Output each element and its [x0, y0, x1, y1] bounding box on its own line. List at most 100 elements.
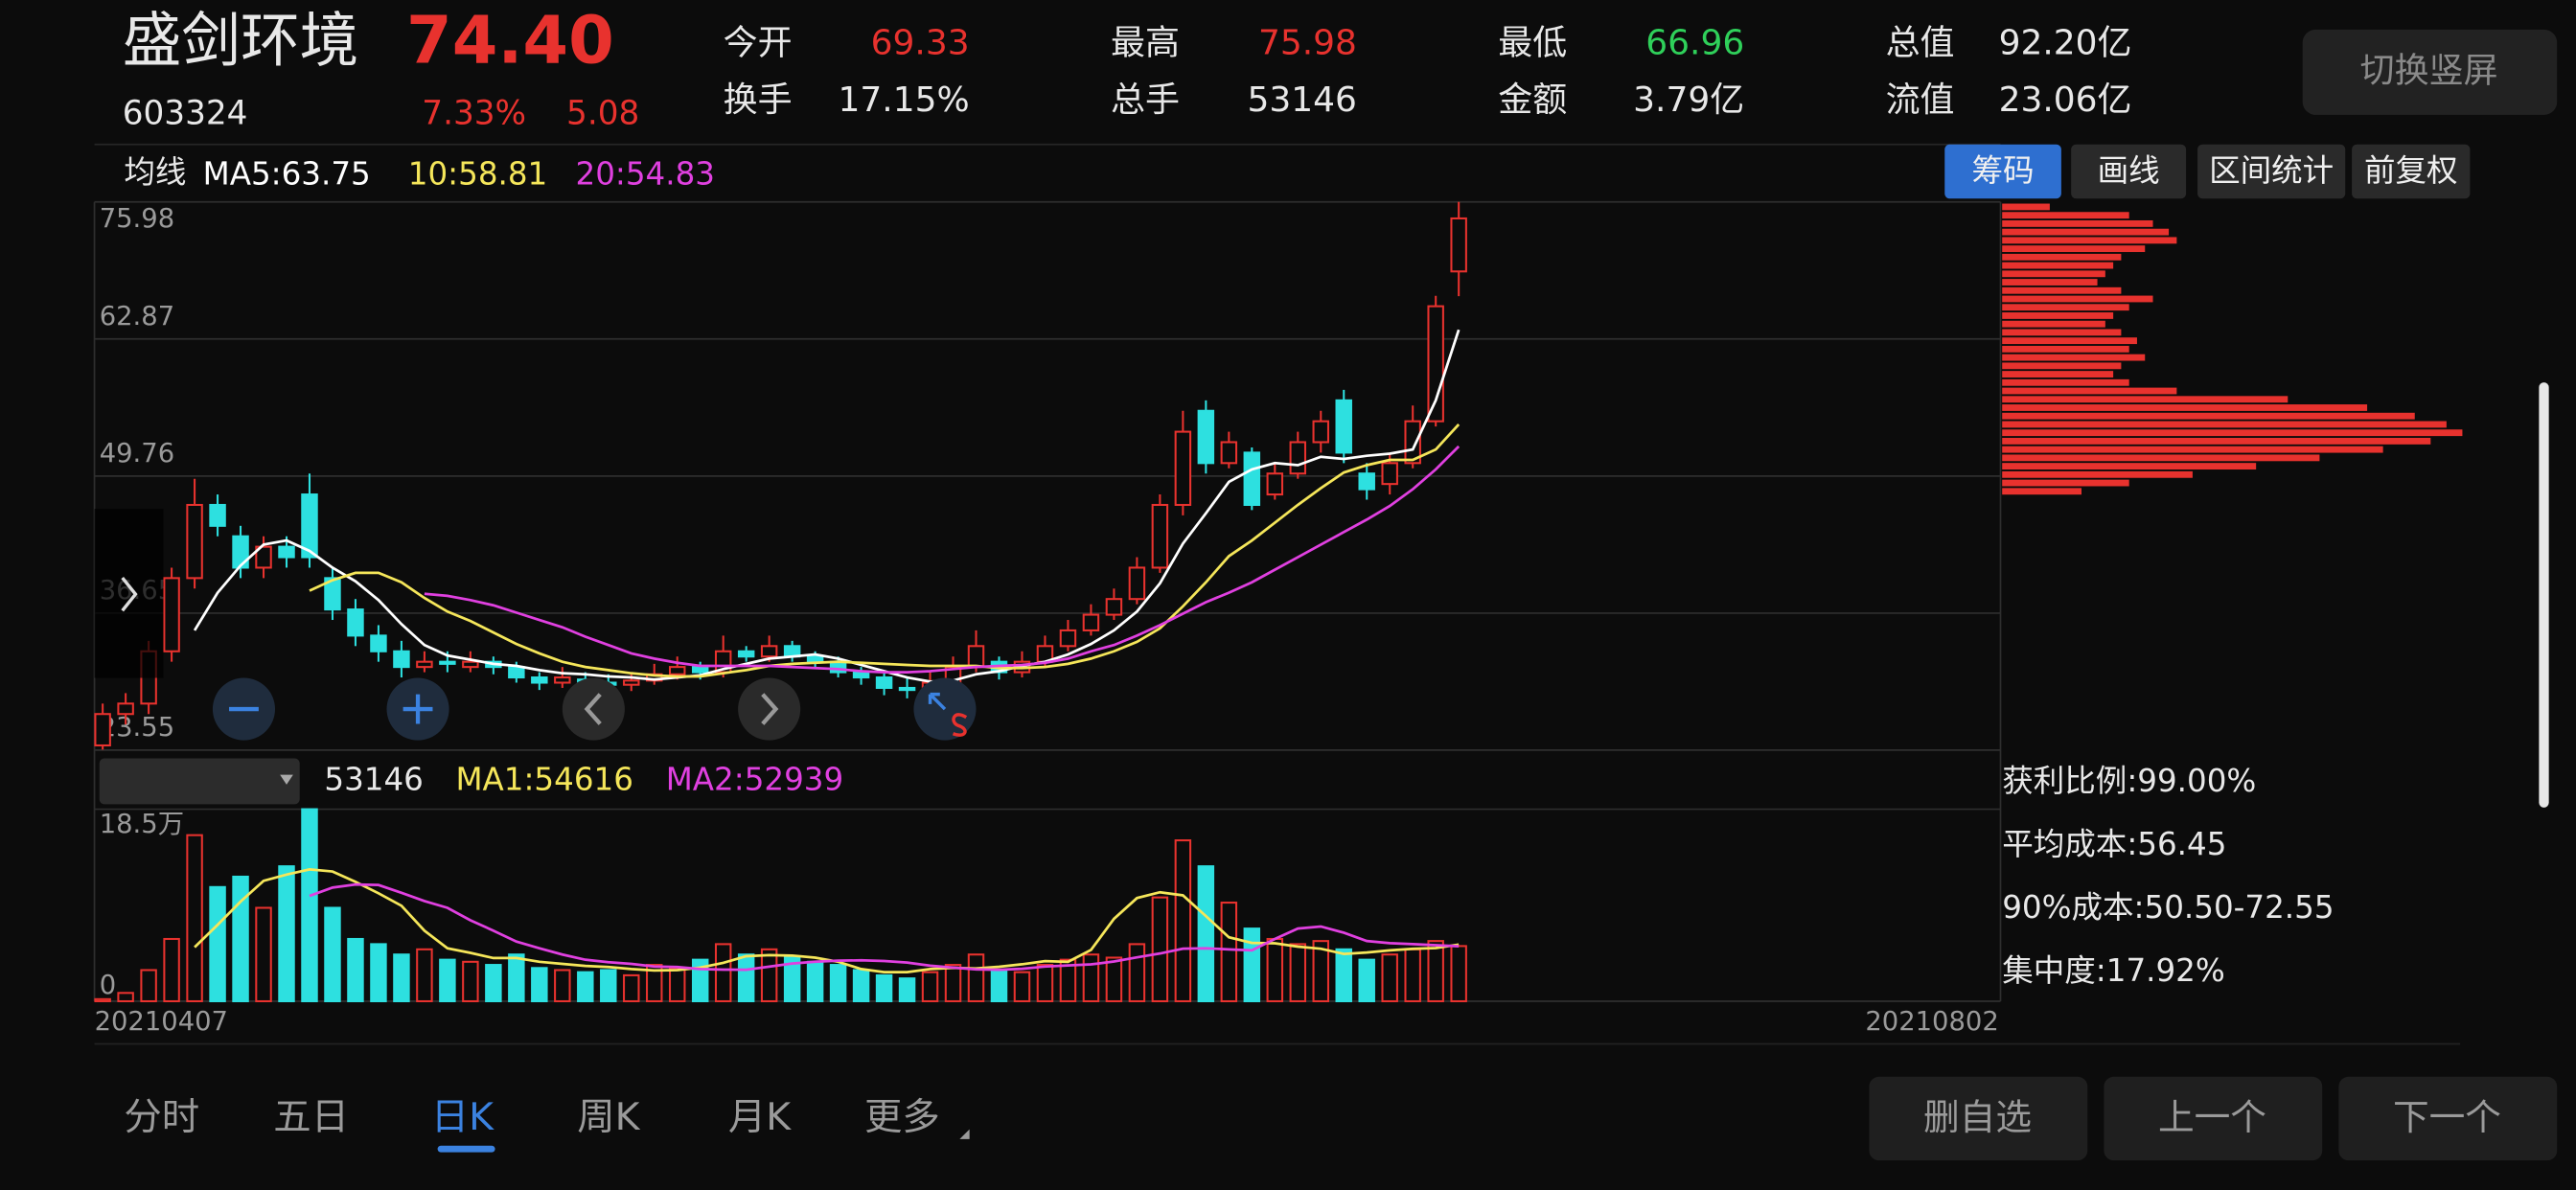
next-button[interactable]	[738, 677, 801, 741]
more-caret	[959, 1129, 970, 1139]
chip-bar	[2002, 212, 2129, 219]
candle-body	[668, 666, 686, 675]
chip-bar	[2002, 320, 2105, 328]
volume-bar	[714, 943, 732, 1003]
candle-body	[324, 577, 341, 611]
candle-body	[301, 493, 318, 559]
volume-bar	[1151, 896, 1169, 1003]
ma-value: 20:54.83	[576, 155, 716, 192]
stat-value: 92.20亿	[1999, 23, 2132, 62]
date-label: 20210407	[95, 1007, 228, 1037]
candle-body	[1427, 305, 1444, 423]
period-tab[interactable]: 五日	[273, 1095, 349, 1139]
stat-label: 总值	[1886, 23, 1955, 62]
stat-label: 最低	[1498, 23, 1567, 62]
volume-current: 53146	[324, 761, 424, 797]
chip-bar	[2002, 488, 2082, 495]
candle-body	[967, 645, 985, 669]
volume-bar	[1128, 943, 1146, 1003]
volume-dropdown[interactable]	[99, 758, 300, 805]
toolbar-button-label: 前复权	[2364, 152, 2458, 189]
chart-controls	[94, 509, 977, 741]
candle-body	[852, 671, 870, 679]
candle-body	[1404, 420, 1421, 465]
volume-bar	[1174, 839, 1192, 1003]
chip-bar	[2002, 262, 2114, 269]
chip-bar	[2002, 454, 2320, 462]
volume-bar	[1266, 937, 1284, 1003]
stock-price: 74.40	[406, 2, 614, 79]
plots: 75.9862.8749.7636.6523.55202104072021080…	[93, 200, 2463, 1037]
candle-body	[1289, 441, 1307, 475]
active-tab-underline	[437, 1145, 495, 1153]
volume-bar	[554, 969, 571, 1003]
stat-label: 今开	[724, 23, 793, 62]
chip-bar	[2002, 437, 2431, 445]
chip-bar	[2002, 378, 2129, 386]
footer: 分时 五日 日K 周K 月K 更多 删自选 上一个 下一个	[124, 1076, 2558, 1161]
stat-label: 流值	[1886, 80, 1955, 120]
candle-body	[737, 650, 755, 658]
volume-bar	[1404, 948, 1421, 1003]
period-tab[interactable]: 周K	[577, 1095, 640, 1139]
expand-handle[interactable]	[94, 509, 164, 678]
stat-value: 3.79亿	[1633, 80, 1744, 120]
footer-button[interactable]	[1869, 1076, 2088, 1161]
plus-icon	[402, 694, 433, 724]
scrollbar	[2539, 382, 2549, 808]
volume-bar	[1358, 958, 1375, 1003]
volume-bar	[485, 964, 502, 1003]
period-tab[interactable]: 分时	[124, 1095, 199, 1139]
stats: 今开 69.33 换手 17.15% 最高 75.98 总手 53146 最低 66.96 金额 3.…	[124, 23, 2131, 192]
chip-bar	[2002, 312, 2114, 319]
toolbar-button[interactable]	[2071, 144, 2187, 199]
prev-button[interactable]	[562, 677, 625, 741]
chip-bar	[2002, 371, 2114, 378]
volume-bar	[347, 937, 364, 1003]
stat-label: 换手	[724, 80, 793, 120]
candle-body	[1312, 420, 1329, 444]
chip-bar	[2002, 286, 2122, 294]
toolbar-button-label: 区间统计	[2209, 152, 2334, 189]
footer-button[interactable]	[2338, 1076, 2558, 1161]
candle-body	[1358, 472, 1375, 491]
volume-bar	[232, 875, 249, 1003]
volume-bar	[760, 948, 778, 1003]
stat-label: 总手	[1111, 80, 1180, 120]
period-tab[interactable]: 日K	[431, 1095, 494, 1139]
change: 5.08	[566, 94, 639, 132]
candle-body	[462, 660, 479, 669]
y-tick-label: 49.76	[100, 439, 174, 469]
toolbar-button-label: 筹码	[1972, 152, 2035, 189]
y-tick-label: 0	[100, 971, 116, 1000]
chip-bar	[2002, 253, 2122, 261]
chip-bar	[2002, 446, 2383, 453]
chip-bar	[2002, 404, 2368, 411]
volume-bar	[668, 967, 686, 1003]
chip-stat: 集中度:17.92%	[2002, 952, 2225, 989]
period-tab[interactable]: 更多	[864, 1095, 940, 1139]
volume-bar	[1197, 865, 1215, 1003]
chip-bar	[2002, 279, 2098, 286]
chip-bar	[2002, 396, 2288, 403]
volume-bar	[301, 808, 318, 1003]
chip-bar	[2002, 237, 2177, 244]
volume-bar	[117, 992, 134, 1003]
chip-stat: 平均成本:56.45	[2002, 826, 2226, 862]
candle-body	[1197, 409, 1215, 465]
footer-button[interactable]	[2104, 1076, 2323, 1161]
chip-bar	[2002, 387, 2177, 395]
candle-body	[439, 660, 456, 665]
candle-body	[1128, 566, 1146, 601]
toolbar-button[interactable]	[2352, 144, 2471, 199]
toolbar-button[interactable]	[2197, 144, 2346, 199]
rotate-button[interactable]	[2302, 29, 2558, 115]
candle-body	[531, 676, 548, 684]
toolbar-button[interactable]	[1944, 144, 2061, 199]
volume-bar	[623, 973, 640, 1003]
chip-bar	[2002, 463, 2257, 470]
volume-bar	[1059, 958, 1077, 1003]
ma-line	[424, 445, 1460, 674]
period-tab[interactable]: 月K	[728, 1095, 792, 1139]
s-icon	[952, 713, 968, 737]
